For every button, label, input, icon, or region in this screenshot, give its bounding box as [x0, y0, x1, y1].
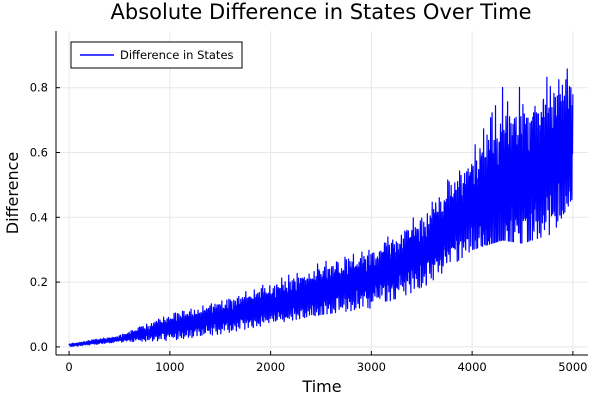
y-tick-label-4: 0.8	[30, 81, 48, 95]
series-line-difference-in-states	[68, 68, 574, 348]
ticks-layer: 0 1000 2000 3000 4000 5000 0.0 0.2 0.4 0.6 0.8	[30, 81, 588, 374]
legend: Difference in States	[70, 41, 243, 69]
y-tick-label-1: 0.2	[30, 275, 48, 289]
chart-title: Absolute Difference in States Over Time	[111, 0, 532, 24]
x-tick-label-1: 1000	[155, 360, 184, 374]
x-tick-label-5: 5000	[558, 360, 587, 374]
series-layer	[68, 68, 574, 348]
y-tick-label-3: 0.6	[30, 146, 48, 160]
x-axis-label: Time	[301, 377, 341, 396]
legend-label: Difference in States	[120, 48, 234, 62]
x-tick-label-4: 4000	[457, 360, 486, 374]
x-tick-label-3: 3000	[357, 360, 386, 374]
axes-layer	[55, 31, 588, 356]
y-tick-label-2: 0.4	[30, 210, 48, 224]
legend-box	[70, 41, 243, 69]
y-axis-label: Difference	[3, 152, 22, 234]
x-tick-label-2: 2000	[256, 360, 285, 374]
x-tick-label-0: 0	[65, 360, 72, 374]
y-tick-label-0: 0.0	[30, 340, 48, 354]
